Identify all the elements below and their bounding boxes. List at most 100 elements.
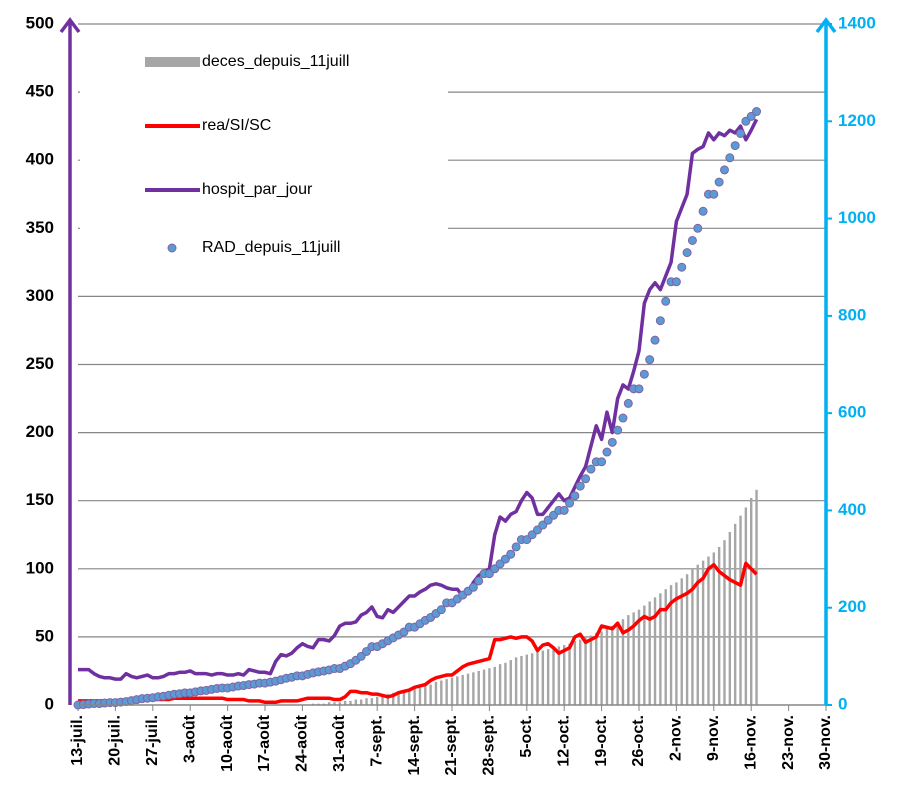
bar <box>648 601 651 705</box>
bar <box>386 694 390 705</box>
x-tick-label: 2-nov. <box>668 715 685 761</box>
bar <box>616 621 619 705</box>
bar <box>717 547 721 705</box>
y-tick-label: 450 <box>26 82 54 101</box>
bar <box>520 655 523 705</box>
point <box>506 549 516 559</box>
x-tick-label: 30-nov. <box>817 715 834 770</box>
x-tick-label: 21-sept. <box>443 715 460 775</box>
bar <box>696 564 699 705</box>
point <box>677 262 687 272</box>
point <box>709 189 719 199</box>
bar <box>402 690 406 705</box>
legend-label: RAD_depuis_11juill <box>202 239 340 256</box>
point <box>565 498 575 508</box>
bar <box>365 698 368 705</box>
point <box>586 464 596 474</box>
legend-label: deces_depuis_11juill <box>202 53 349 70</box>
bar <box>434 681 438 705</box>
bar <box>536 651 539 705</box>
bar <box>701 560 705 705</box>
bar <box>327 702 331 705</box>
bar <box>632 612 635 705</box>
bar <box>440 680 443 705</box>
point <box>719 165 729 175</box>
point <box>698 206 708 216</box>
bar <box>643 605 646 705</box>
point <box>618 413 628 423</box>
bar <box>354 699 358 705</box>
point <box>714 177 724 187</box>
x-tick-label: 9-nov. <box>705 715 722 761</box>
x-tick-label: 23-nov. <box>780 715 797 770</box>
point <box>474 576 484 586</box>
legend-label: hospit_par_jour <box>202 181 313 198</box>
x-tick-label: 16-nov. <box>742 715 759 770</box>
point <box>671 277 681 287</box>
bar <box>413 688 416 705</box>
point <box>645 355 655 365</box>
y-tick-label: 200 <box>26 422 54 441</box>
bar <box>408 690 411 705</box>
bar <box>675 582 678 705</box>
bar <box>397 691 400 705</box>
bar <box>584 636 587 705</box>
bar <box>739 515 742 705</box>
y-tick-label: 50 <box>35 626 54 645</box>
bar <box>659 593 662 705</box>
y2-tick-label: 1400 <box>838 13 876 32</box>
bar <box>445 679 448 705</box>
bar <box>338 702 341 705</box>
bar <box>530 653 534 705</box>
y-tick-label: 400 <box>26 150 54 169</box>
bar <box>472 672 475 705</box>
bar <box>605 628 609 705</box>
point <box>736 128 746 138</box>
bar <box>637 609 641 705</box>
bar <box>568 643 571 705</box>
bar <box>450 677 454 705</box>
y2-tick-label: 600 <box>838 403 866 422</box>
bar <box>541 650 545 705</box>
bar <box>600 631 603 705</box>
x-tick-label: 12-oct. <box>555 715 572 767</box>
legend-label: rea/SI/SC <box>202 117 271 134</box>
bar <box>418 687 422 705</box>
point <box>468 582 478 592</box>
bar <box>359 699 363 705</box>
bar <box>664 589 667 705</box>
bar <box>589 635 593 705</box>
point <box>559 505 569 515</box>
bar <box>466 673 470 705</box>
line <box>78 561 758 705</box>
bar <box>333 702 336 705</box>
x-tick-label: 28-sept. <box>481 715 498 775</box>
y2-tick-label: 200 <box>838 597 866 616</box>
x-tick-label: 24-août <box>294 714 311 772</box>
y-tick-label: 300 <box>26 286 54 305</box>
bar <box>381 695 384 705</box>
legend-swatch <box>145 57 200 67</box>
bar <box>653 597 657 705</box>
point <box>693 223 703 233</box>
bar <box>680 578 683 705</box>
bar <box>685 574 689 705</box>
y2-tick-label: 400 <box>838 500 866 519</box>
x-tick-label: 20-juil. <box>107 715 124 766</box>
bar <box>370 698 374 705</box>
point <box>602 447 612 457</box>
y-tick-label: 250 <box>26 354 54 373</box>
bar <box>546 649 550 705</box>
y-tick-label: 150 <box>26 490 54 509</box>
bar <box>611 626 614 705</box>
bar <box>488 668 491 705</box>
bar <box>525 654 528 705</box>
bar <box>712 552 715 705</box>
x-tick-label: 3-août <box>181 714 198 763</box>
bar <box>424 685 427 705</box>
y-tick-label: 0 <box>45 694 54 713</box>
point <box>634 384 644 394</box>
point <box>597 457 607 467</box>
point <box>511 542 521 552</box>
bar <box>376 696 379 705</box>
